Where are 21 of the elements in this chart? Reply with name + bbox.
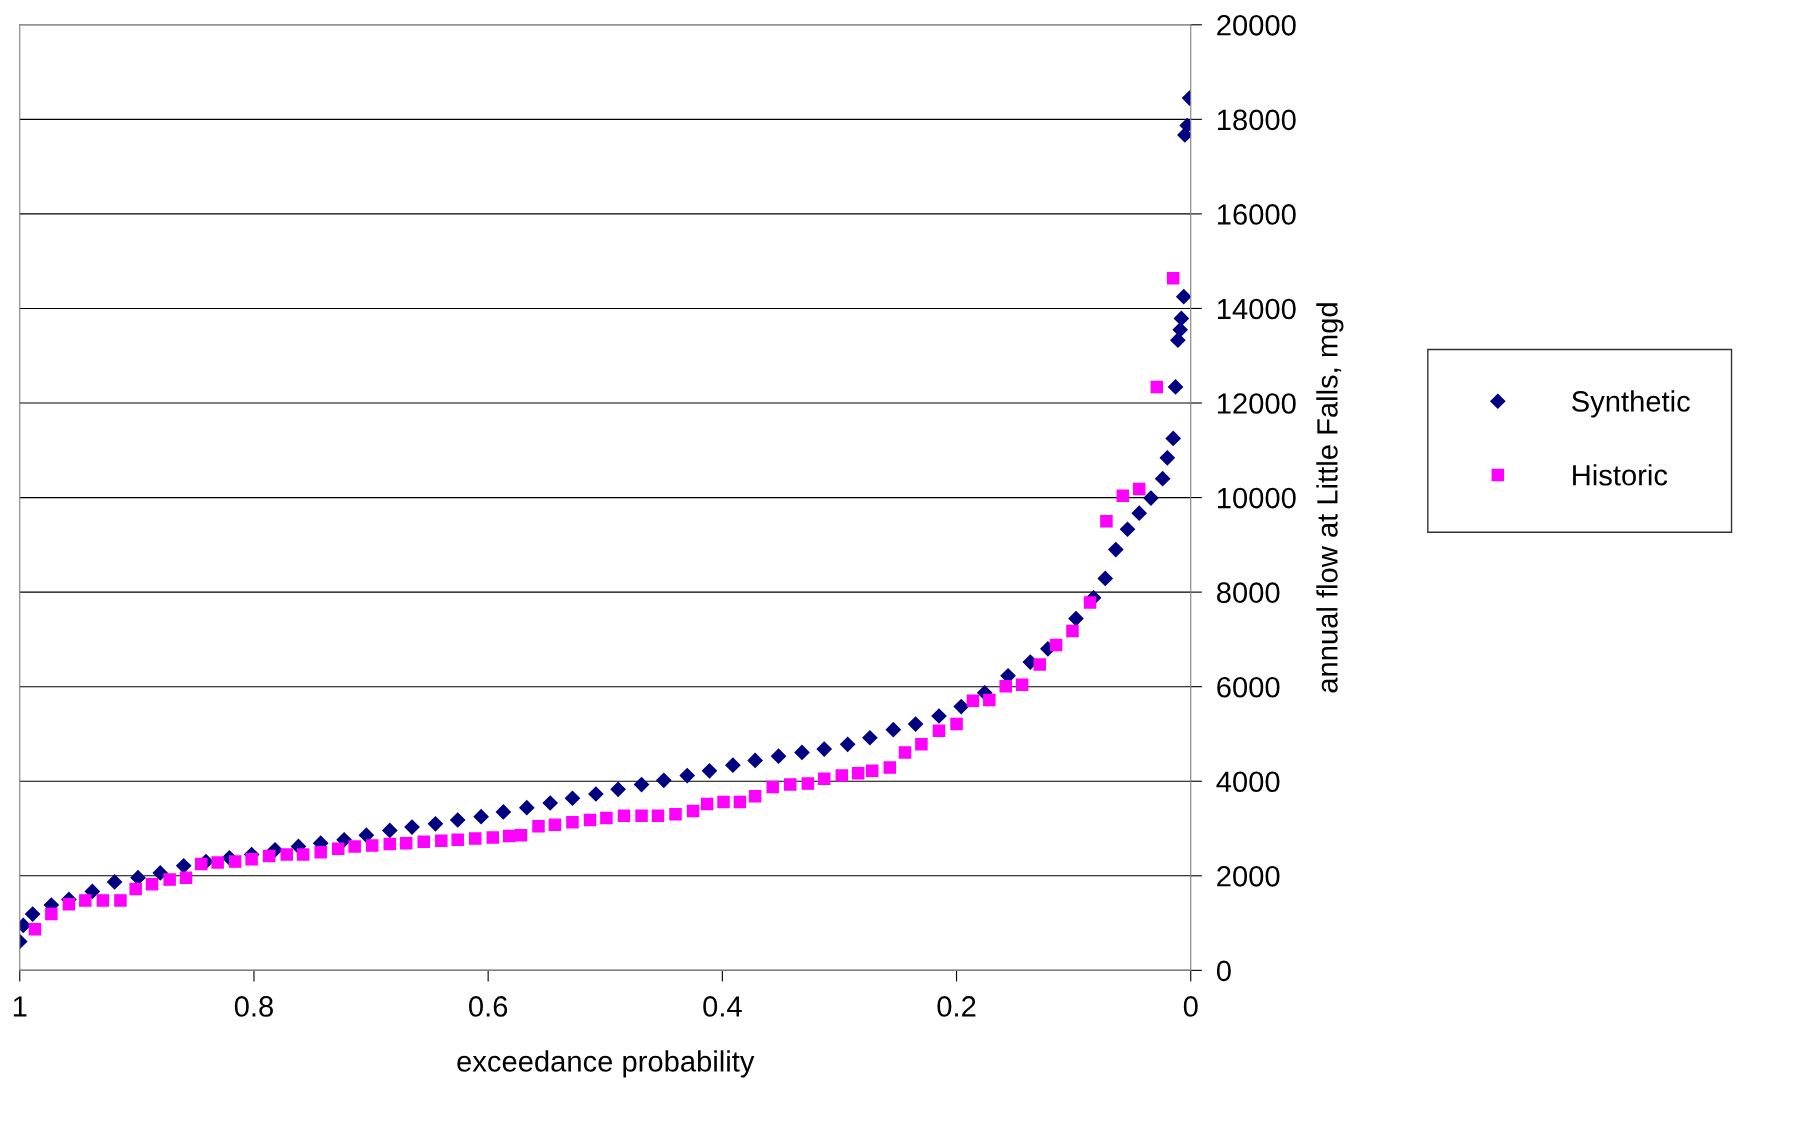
x-axis-title: exceedance probability	[457, 1050, 755, 1078]
y-tick-label: 2000	[1217, 865, 1280, 887]
x-tick-label: 0.6	[469, 996, 508, 1017]
legend-label: Historic	[1573, 464, 1668, 486]
y-tick-label: 6000	[1217, 676, 1280, 698]
y-axis-title: annual flow at Little Falls, mgd	[1316, 303, 1344, 693]
y-tick-label: 14000	[1217, 298, 1296, 320]
y-tick-label: 12000	[1217, 393, 1296, 414]
y-tick-label: 10000	[1217, 487, 1296, 509]
x-tick-label: 1	[13, 996, 27, 1017]
x-tick-label: 0.8	[234, 996, 273, 1017]
x-tick-label: 0.2	[937, 996, 976, 1017]
y-tick-label: 18000	[1217, 109, 1296, 131]
x-tick-label: 0.4	[703, 996, 742, 1017]
y-tick-label: 20000	[1217, 15, 1296, 36]
y-tick-label: 4000	[1216, 771, 1280, 793]
legend-label: Synthetic	[1572, 390, 1690, 418]
y-tick-label: 16000	[1217, 204, 1296, 225]
y-tick-label: 0	[1216, 960, 1231, 982]
x-tick-label: 0	[1183, 996, 1198, 1017]
y-tick-label: 8000	[1217, 582, 1280, 603]
